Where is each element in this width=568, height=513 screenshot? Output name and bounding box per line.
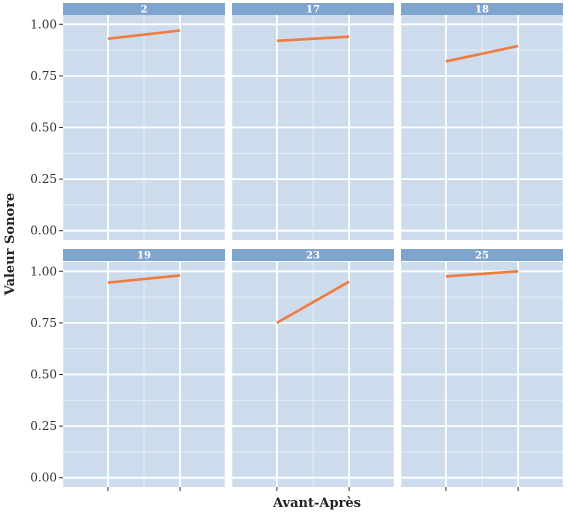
y-axis-row-2: 0.00 0.25 0.50 0.75 1.00 [30, 264, 63, 485]
y-tick-label: 0.00 [30, 224, 57, 238]
y-axes: 0.00 0.25 0.50 0.75 1.00 0.00 0.25 0.50 0.75 1.00 [30, 17, 63, 485]
facet-strip-label: 25 [475, 251, 489, 262]
facet-strip-label: 19 [137, 251, 151, 262]
facet-strip-label: 17 [306, 5, 320, 16]
facet-strip [232, 249, 394, 261]
series-line [276, 280, 350, 325]
facet-strip [63, 249, 225, 261]
facet-strip [63, 3, 225, 15]
y-tick-label: 0.50 [30, 121, 57, 135]
series-line [445, 44, 519, 63]
facet-panel-19: 19 [62, 249, 226, 491]
series-line [276, 35, 350, 43]
facet-strip-label: 23 [306, 251, 320, 262]
series-line [107, 274, 181, 284]
y-tick-label: 1.00 [30, 17, 57, 31]
y-tick-label: 0.00 [30, 471, 57, 485]
facet-strip-label: 2 [141, 5, 148, 16]
y-axis-row-1: 0.00 0.25 0.50 0.75 1.00 [30, 17, 63, 238]
y-tick-label: 0.75 [30, 316, 57, 330]
facet-panel-2: 2 [62, 3, 226, 240]
facet-panel-18: 18 [400, 3, 564, 240]
facet-strip-label: 18 [475, 5, 489, 16]
y-tick-label: 0.75 [30, 69, 57, 83]
series-line [107, 29, 181, 41]
x-axis-title: Avant-Après [272, 496, 361, 511]
y-tick-label: 0.25 [30, 419, 57, 433]
y-axis-title: Valeur Sonore [3, 193, 18, 297]
y-tick-label: 1.00 [30, 264, 57, 278]
facet-strip [232, 3, 394, 15]
y-tick-label: 0.50 [30, 368, 57, 382]
y-tick-label: 0.25 [30, 172, 57, 186]
facet-panel-23: 23 [231, 249, 395, 491]
series-line [445, 269, 519, 278]
facet-strip [401, 249, 563, 261]
facet-panels: 2 17 18 19 23 25 [62, 3, 564, 491]
facet-panel-25: 25 [400, 249, 564, 491]
facet-panel-17: 17 [231, 3, 395, 240]
facet-strip [401, 3, 563, 15]
